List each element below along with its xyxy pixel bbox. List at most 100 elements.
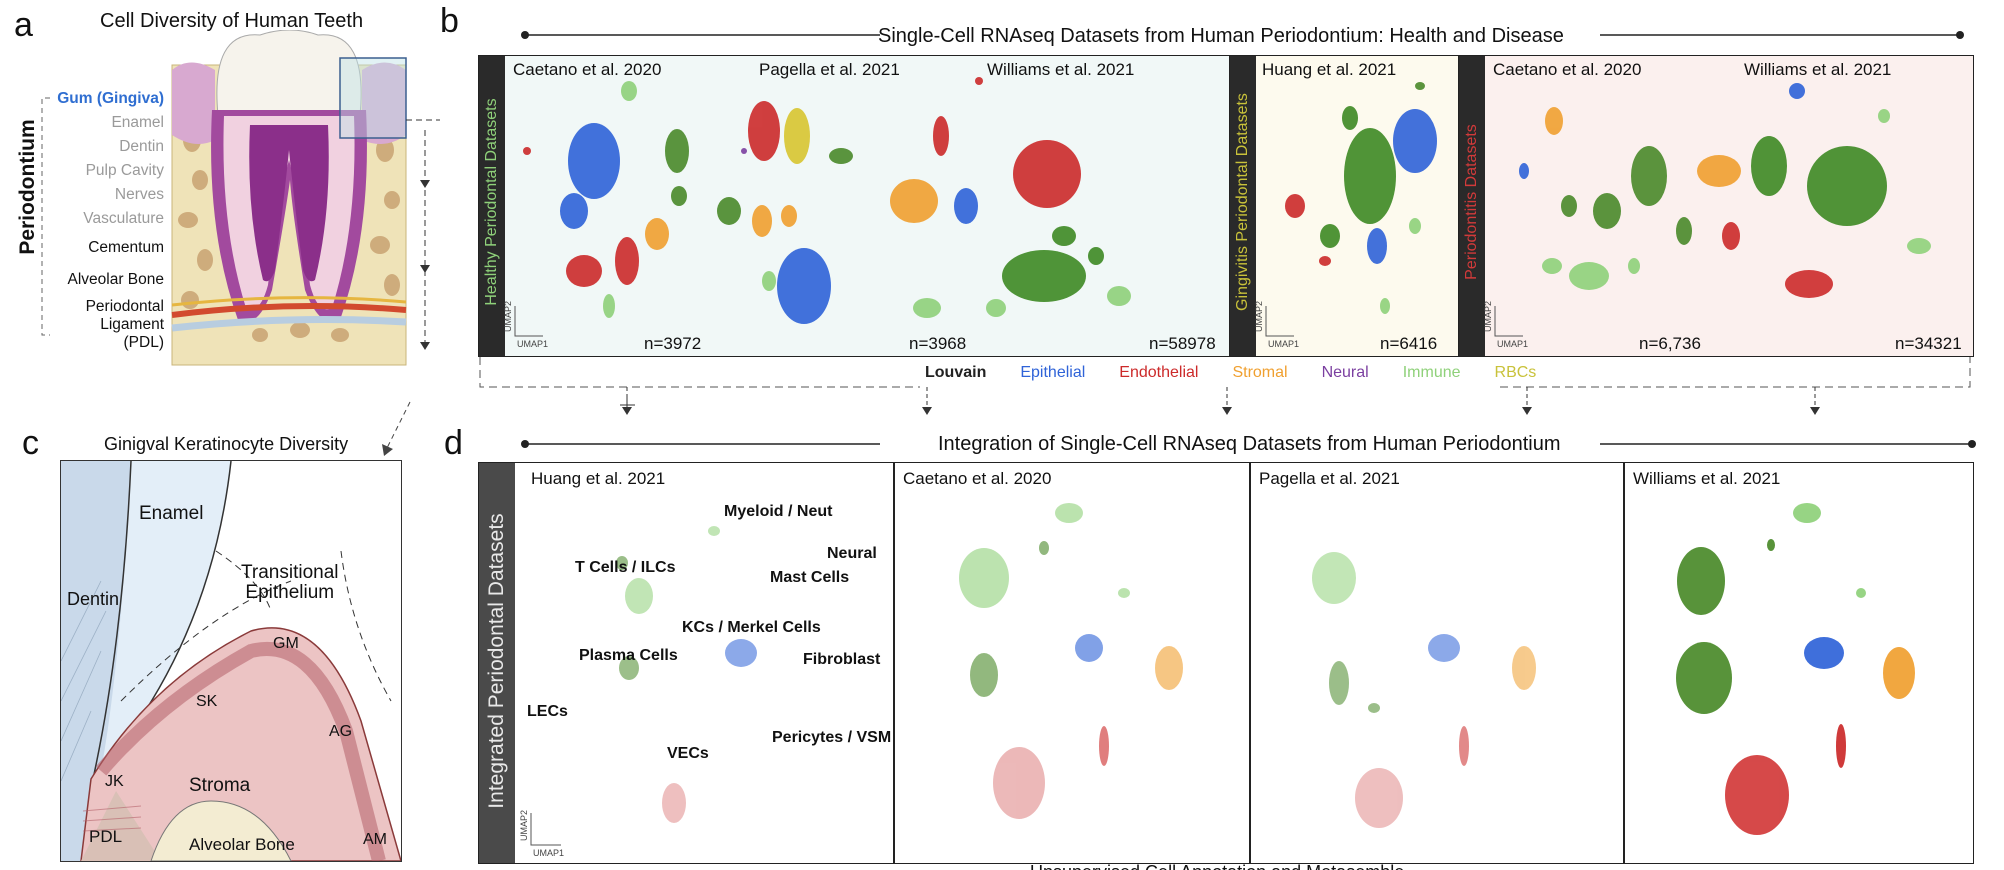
- panel-d-letter: d: [444, 424, 463, 462]
- panel-d-title-rule: [521, 440, 1976, 448]
- divider-1: [893, 463, 895, 863]
- label-pdl-c: PDL: [89, 827, 123, 846]
- umap-axis: [514, 306, 543, 337]
- label-ag: AG: [329, 723, 353, 740]
- n-huang-gingivitis: n=6416: [1380, 334, 1438, 353]
- umap1-axis-label: UMAP1: [1268, 339, 1299, 349]
- label-vasculature: Vasculature: [83, 210, 164, 227]
- umap2-axis-label: UMAP2: [1254, 301, 1264, 332]
- celltype-lecs: LECs: [527, 703, 568, 720]
- umap-healthy: UMAP1 UMAP2: [503, 77, 1131, 349]
- label-pdl: (PDL): [123, 334, 164, 351]
- gingivitis-side-bar: [1230, 56, 1256, 356]
- caetano-clusters: [523, 81, 689, 318]
- n-caetano-periodontitis: n=6,736: [1639, 334, 1701, 353]
- panel-b-title-rule: [521, 31, 1964, 39]
- label-nerves: Nerves: [114, 186, 164, 203]
- n-williams-healthy: n=58978: [1149, 334, 1216, 353]
- pagella-clusters: [717, 101, 853, 324]
- integrated-side-bar: [479, 463, 515, 863]
- umap1-axis-label: UMAP1: [517, 339, 548, 349]
- cell-type-legend: Louvain Epithelial Endothelial Stromal N…: [925, 364, 1536, 382]
- dataset-pagella-integrated: Pagella et al. 2021: [1259, 469, 1400, 488]
- dataset-caetano-integrated: Caetano et al. 2020: [903, 469, 1052, 488]
- panel-c-letter: c: [22, 424, 39, 462]
- integrated-datasets-panel: Integrated Periodontal Datasets Huang et…: [478, 462, 1974, 864]
- legend-neural: Neural: [1321, 364, 1369, 381]
- tooth-illustration: [41, 30, 440, 366]
- gingiva-diagram-svg: [61, 461, 401, 861]
- panel-b-title: Single-Cell RNAseq Datasets from Human P…: [878, 25, 1564, 47]
- umap2-axis-label: UMAP2: [1483, 301, 1493, 332]
- label-sk: SK: [196, 693, 218, 710]
- celltype-mast-cells: Mast Cells: [770, 569, 850, 586]
- dataset-williams-integrated: Williams et al. 2021: [1633, 469, 1781, 488]
- legend-immune: Immune: [1402, 364, 1461, 381]
- dataset-williams-periodontitis: Williams et al. 2021: [1744, 60, 1892, 79]
- n-caetano-healthy: n=3972: [644, 334, 702, 353]
- gingiva-diagram: Enamel Dentin Transitional Epithelium GM…: [60, 460, 402, 862]
- panel-c-title: Ginigval Keratinocyte Diversity: [104, 434, 349, 454]
- legend-louvain: Louvain: [925, 364, 987, 381]
- label-dentin: Dentin: [119, 138, 164, 155]
- label-transitional-1: Transitional: [241, 562, 339, 583]
- umap2-axis-label: UMAP2: [503, 301, 513, 332]
- label-enamel-c: Enamel: [139, 503, 204, 524]
- celltype-myeloid: Myeloid / Neut: [724, 503, 833, 520]
- periodontitis-datasets-panel: Periodontitis Datasets Caetano et al. 20…: [1458, 55, 1974, 357]
- legend-rbcs: RBCs: [1494, 364, 1537, 381]
- label-enamel: Enamel: [111, 114, 164, 131]
- gingivitis-datasets-panel: Gingivitis Periodontal Datasets Huang et…: [1229, 55, 1459, 357]
- celltype-plasma-cells: Plasma Cells: [579, 647, 678, 664]
- label-transitional: Transitional Epithelium: [241, 563, 339, 603]
- panel-a-letter: a: [14, 6, 33, 44]
- healthy-datasets-panel: Healthy Periodontal Datasets Caetano et …: [478, 55, 1230, 357]
- label-alveolar-bone: Alveolar Bone: [67, 271, 164, 288]
- dataset-pagella-healthy: Pagella et al. 2021: [759, 60, 900, 79]
- divider-3: [1623, 463, 1625, 863]
- n-pagella-healthy: n=3968: [909, 334, 967, 353]
- dataset-williams-healthy: Williams et al. 2021: [987, 60, 1135, 79]
- panel-c-arrow: [382, 401, 411, 456]
- panel-d-footer: Unsupervised Cell Annotation and Metasem…: [1030, 862, 1404, 870]
- label-jk: JK: [105, 773, 124, 790]
- legend-epithelial: Epithelial: [1020, 364, 1086, 381]
- williams-healthy-clusters: [890, 77, 1131, 318]
- label-gm: GM: [273, 635, 299, 652]
- celltype-pericytes: Pericytes / VSM: [772, 729, 892, 746]
- periodontitis-side-bar: [1459, 56, 1485, 356]
- legend-stromal: Stromal: [1232, 364, 1288, 381]
- divider-2: [1249, 463, 1251, 863]
- celltype-kcs-merkel: KCs / Merkel Cells: [682, 619, 821, 636]
- label-dentin-c: Dentin: [67, 589, 120, 609]
- panel-b-bracket: [479, 357, 1971, 415]
- label-alveolar-bone-c: Alveolar Bone: [189, 835, 295, 854]
- label-periodontal: Periodontal: [85, 298, 164, 315]
- umap-periodontitis: UMAP1 UMAP2: [1483, 83, 1931, 349]
- label-transitional-2: Epithelium: [245, 582, 335, 603]
- dataset-caetano-periodontitis: Caetano et al. 2020: [1493, 60, 1642, 79]
- dataset-huang-integrated: Huang et al. 2021: [531, 469, 666, 488]
- label-am: AM: [363, 831, 387, 848]
- celltype-neural: Neural: [827, 545, 877, 562]
- umap1-axis-label: UMAP1: [1497, 339, 1528, 349]
- panel-b-letter: b: [440, 2, 459, 40]
- healthy-side-bar: [479, 56, 505, 356]
- umap1-axis-label: UMAP1: [533, 848, 564, 858]
- dataset-caetano-healthy: Caetano et al. 2020: [513, 60, 662, 79]
- periodontium-label: Periodontium: [16, 119, 39, 255]
- legend-endothelial: Endothelial: [1119, 364, 1199, 381]
- label-cementum: Cementum: [88, 239, 164, 256]
- n-williams-periodontitis: n=34321: [1895, 334, 1962, 353]
- panel-a-title: Cell Diversity of Human Teeth: [100, 10, 364, 32]
- label-ligament: Ligament: [100, 316, 164, 333]
- label-stroma: Stroma: [189, 775, 251, 796]
- umap-integrated: UMAP1 UMAP2: [519, 503, 1915, 858]
- label-gum: Gum (Gingiva): [57, 90, 164, 107]
- panel-d-title: Integration of Single-Cell RNAseq Datase…: [938, 433, 1561, 455]
- umap2-axis-label: UMAP2: [519, 810, 529, 841]
- tooth-labels: Gum (Gingiva) Enamel Dentin Pulp Cavity …: [52, 87, 164, 352]
- umap-gingivitis: UMAP1 UMAP2: [1254, 82, 1437, 349]
- celltype-fibroblast: Fibroblast: [803, 651, 881, 668]
- dataset-huang-gingivitis: Huang et al. 2021: [1262, 60, 1397, 79]
